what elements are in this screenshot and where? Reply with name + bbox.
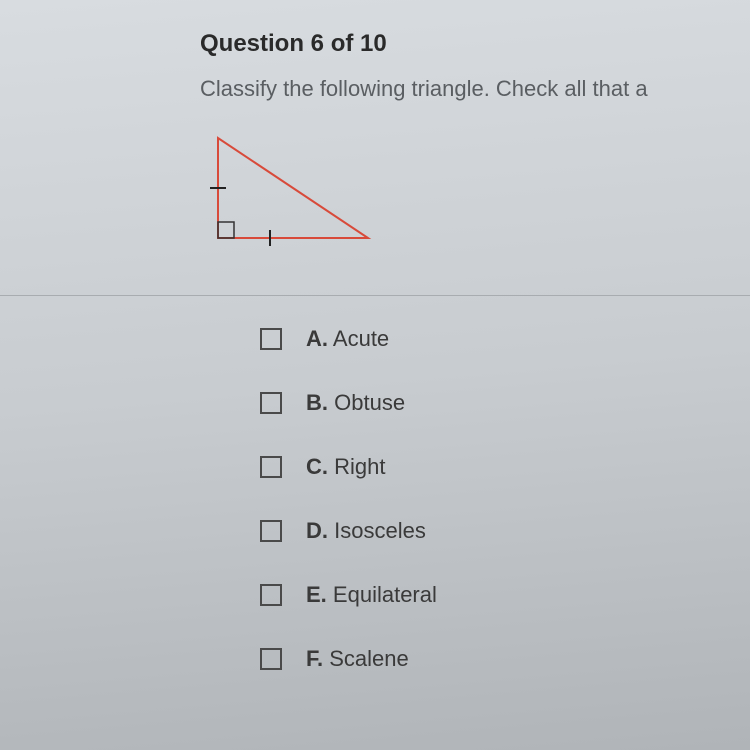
checkbox-e[interactable] [260, 584, 282, 606]
checkbox-a[interactable] [260, 328, 282, 350]
section-divider [0, 295, 750, 296]
triangle-figure [200, 130, 750, 265]
checkbox-f[interactable] [260, 648, 282, 670]
question-number-header: Question 6 of 10 [200, 30, 750, 58]
checkbox-c[interactable] [260, 456, 282, 478]
option-text: Right [334, 454, 385, 479]
option-letter: F. [306, 646, 323, 671]
option-text: Acute [333, 326, 389, 351]
option-row[interactable]: F. Scalene [260, 646, 750, 672]
option-label: C. Right [306, 454, 385, 480]
question-prompt-text: Classify the following triangle. Check a… [200, 76, 750, 102]
option-text: Scalene [329, 646, 409, 671]
option-row[interactable]: A. Acute [260, 326, 750, 352]
option-label: A. Acute [306, 326, 389, 352]
option-text: Isosceles [334, 518, 426, 543]
right-angle-marker [218, 222, 234, 238]
option-label: B. Obtuse [306, 390, 405, 416]
triangle-shape [218, 138, 368, 238]
option-label: F. Scalene [306, 646, 409, 672]
option-row[interactable]: E. Equilateral [260, 582, 750, 608]
option-letter: A. [306, 326, 328, 351]
option-letter: E. [306, 582, 327, 607]
option-letter: B. [306, 390, 328, 415]
checkbox-b[interactable] [260, 392, 282, 414]
answer-options-list: A. Acute B. Obtuse C. Right D. Isosceles [260, 326, 750, 672]
option-letter: C. [306, 454, 328, 479]
option-text: Equilateral [333, 582, 437, 607]
option-row[interactable]: D. Isosceles [260, 518, 750, 544]
option-text: Obtuse [334, 390, 405, 415]
question-content: Question 6 of 10 Classify the following … [0, 0, 750, 672]
option-letter: D. [306, 518, 328, 543]
option-label: E. Equilateral [306, 582, 437, 608]
option-row[interactable]: B. Obtuse [260, 390, 750, 416]
checkbox-d[interactable] [260, 520, 282, 542]
option-label: D. Isosceles [306, 518, 426, 544]
option-row[interactable]: C. Right [260, 454, 750, 480]
triangle-svg [200, 130, 390, 260]
